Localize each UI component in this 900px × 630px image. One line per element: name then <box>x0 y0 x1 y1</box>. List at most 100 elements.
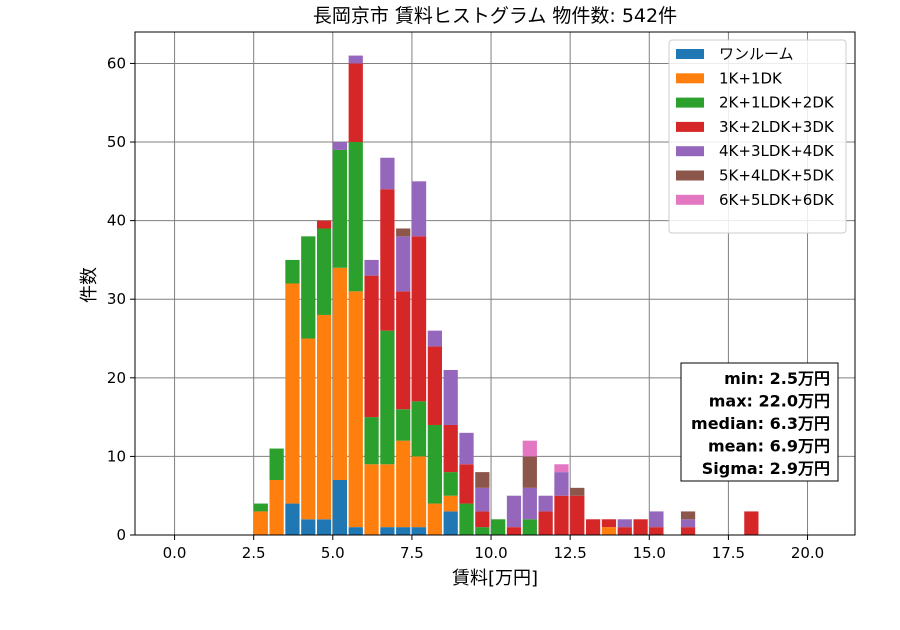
histogram-bar <box>396 409 411 441</box>
histogram-bar <box>348 63 363 143</box>
legend-swatch <box>676 170 704 181</box>
histogram-bar <box>744 511 759 535</box>
histogram-bar <box>380 189 395 331</box>
histogram-bar <box>411 456 427 528</box>
legend-entry: 2K+1LDK+2DK <box>719 94 835 112</box>
histogram-bar <box>427 424 442 504</box>
histogram-bar <box>459 503 474 535</box>
histogram-bar <box>364 259 379 276</box>
histogram-bar <box>522 487 537 520</box>
stats-line: Sigma: 2.9万円 <box>702 459 830 478</box>
y-axis-label: 件数 <box>79 267 100 303</box>
histogram-bar <box>554 472 569 496</box>
histogram-bar <box>538 495 553 512</box>
histogram-bar <box>316 220 332 229</box>
histogram-bar <box>522 519 537 535</box>
histogram-bar <box>554 495 569 535</box>
chart-title: 長岡京市 賃料ヒストグラム 物件数: 542件 <box>313 5 677 27</box>
histogram-bar <box>601 519 617 528</box>
histogram-bar <box>601 527 617 535</box>
histogram-bar <box>396 440 411 528</box>
histogram-bar <box>411 401 427 457</box>
histogram-bar <box>285 283 300 504</box>
histogram-bar <box>396 236 411 292</box>
histogram-bar <box>380 527 395 535</box>
histogram-bar <box>475 511 490 528</box>
histogram-bar <box>411 181 427 237</box>
x-tick-label: 2.5 <box>242 544 266 562</box>
x-tick-label: 10.0 <box>474 544 507 562</box>
legend-swatch <box>676 121 704 132</box>
x-axis-label: 賃料[万円] <box>452 568 538 589</box>
histogram-bar <box>475 487 490 512</box>
histogram-bar <box>411 527 427 535</box>
histogram-bar <box>427 346 442 425</box>
histogram-bar <box>680 527 696 535</box>
histogram-bar <box>332 142 348 150</box>
histogram-bar <box>443 511 458 535</box>
histogram-bar <box>285 503 300 535</box>
stats-frame <box>680 362 839 482</box>
histogram-bar <box>364 275 379 418</box>
x-tick-label: 5.0 <box>321 544 345 562</box>
y-tick-label: 30 <box>107 290 126 308</box>
histogram-bar <box>332 267 348 480</box>
histogram-bar <box>348 142 363 292</box>
histogram-bar <box>443 424 458 473</box>
histogram-bar <box>348 55 363 64</box>
x-tick-label: 12.5 <box>553 544 586 562</box>
histogram-bar <box>427 330 442 347</box>
histogram-bar <box>491 519 506 535</box>
histogram-bar <box>380 330 395 465</box>
histogram-bar <box>617 519 632 528</box>
histogram-bar <box>332 479 348 535</box>
legend-swatch <box>676 97 704 108</box>
stats-line: min: 2.5万円 <box>724 369 830 388</box>
histogram-bar <box>570 495 585 535</box>
histogram-bar <box>396 228 411 237</box>
histogram-bar <box>443 472 458 496</box>
legend-frame <box>668 39 847 234</box>
stats-line: max: 22.0万円 <box>709 392 830 411</box>
stats-box: min: 2.5万円 max: 22.0万円 median: 6.3万円 mean: … <box>680 362 839 482</box>
plot-frame <box>134 31 856 536</box>
legend-entry: 6K+5LDK+6DK <box>719 191 835 209</box>
histogram-bar <box>680 511 696 520</box>
legend-entry: 1K+1DK <box>719 69 783 87</box>
histogram-bar <box>443 369 458 425</box>
histogram-bar <box>253 511 268 535</box>
stats-line: median: 6.3万円 <box>691 414 830 433</box>
histogram-bar <box>617 527 632 535</box>
y-axis-ticks: 0 10 20 30 40 50 60 <box>107 54 135 544</box>
y-tick-label: 10 <box>107 447 126 465</box>
histogram-bar <box>649 527 664 535</box>
x-tick-label: 15.0 <box>633 544 666 562</box>
histogram-bar <box>301 519 316 535</box>
stats-line: mean: 6.9万円 <box>708 437 830 456</box>
histogram-bar <box>649 511 664 528</box>
histogram-bar <box>475 472 490 488</box>
histogram-bar <box>396 527 411 535</box>
histogram-bars <box>253 55 759 535</box>
x-tick-label: 0.0 <box>163 544 187 562</box>
histogram-bar <box>459 464 474 504</box>
histogram-bar <box>364 464 379 535</box>
histogram-bar <box>348 527 363 535</box>
y-tick-label: 20 <box>107 369 126 387</box>
histogram-bar <box>301 236 316 339</box>
histogram-bar <box>332 149 348 268</box>
histogram-bar <box>380 157 395 190</box>
histogram-bar <box>459 432 474 465</box>
histogram-bar <box>633 519 648 535</box>
legend-entry: 5K+4LDK+5DK <box>719 167 835 185</box>
x-tick-label: 7.5 <box>400 544 424 562</box>
histogram-bar <box>522 440 537 457</box>
legend-entry: 3K+2LDK+3DK <box>719 118 835 136</box>
histogram-bar <box>554 464 569 473</box>
legend-swatch <box>676 194 704 205</box>
histogram-bar <box>285 259 300 284</box>
histogram-bar <box>301 338 316 520</box>
histogram-bar <box>316 519 332 535</box>
histogram-bar <box>570 487 585 496</box>
